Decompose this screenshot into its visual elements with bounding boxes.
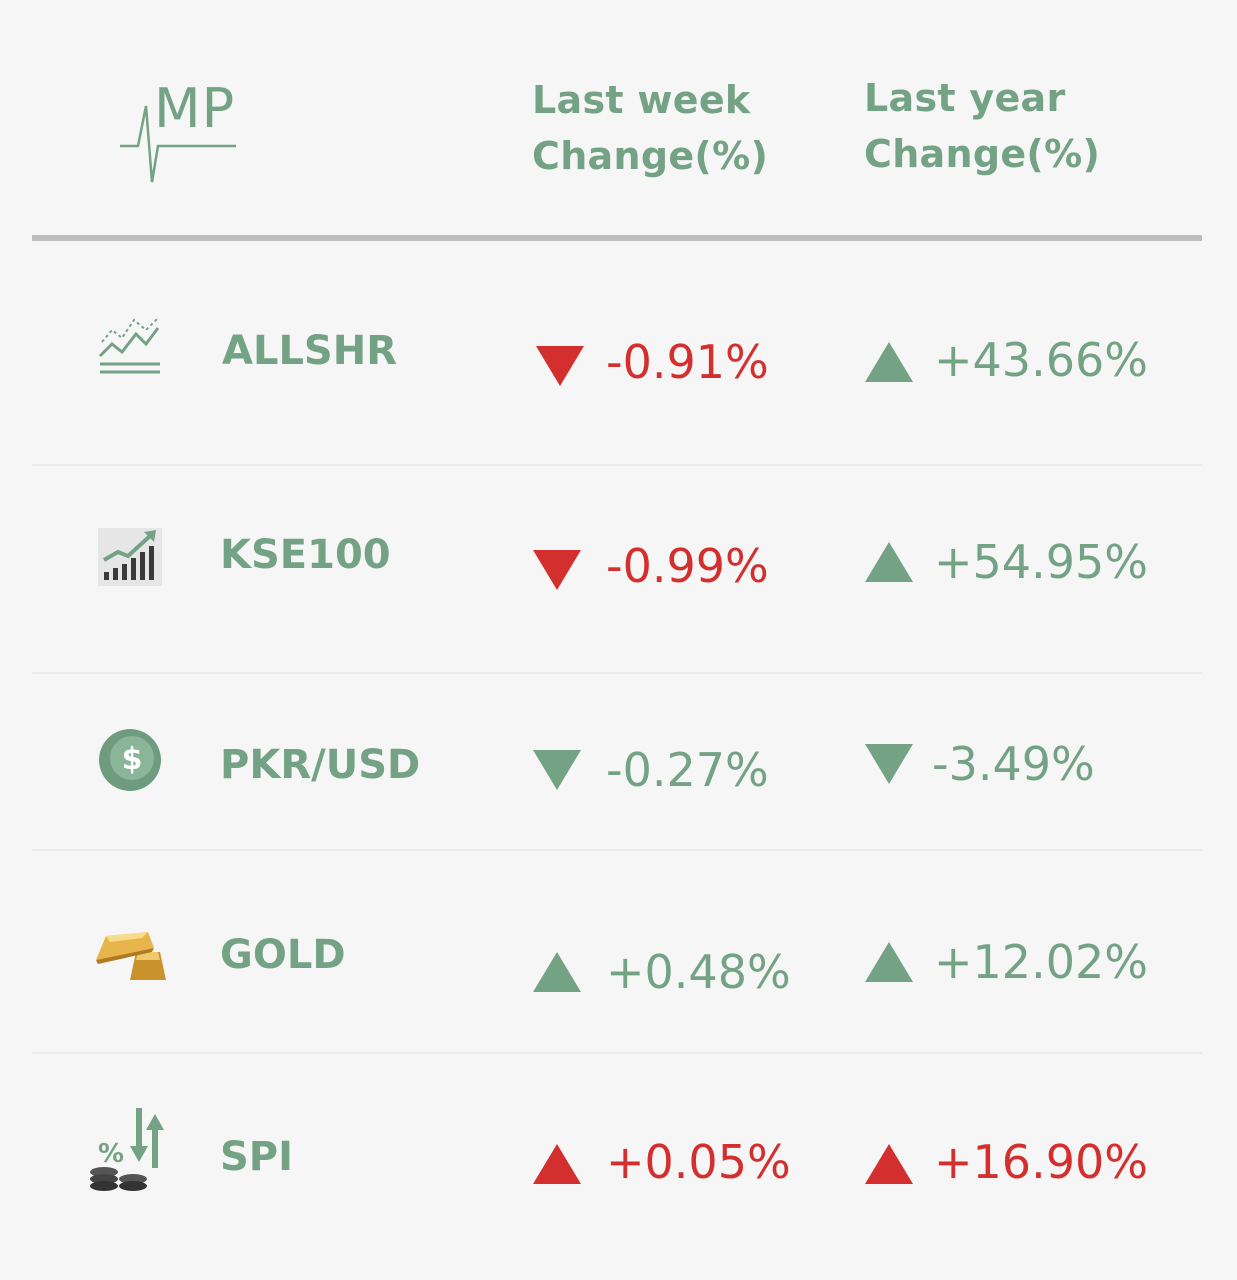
week-arrow-up-icon (533, 952, 581, 992)
table-row-gold: GOLD +0.48% +12.02% (0, 910, 1237, 1030)
year-change-value: +16.90% (934, 1135, 1148, 1189)
header-last-year-line1: Last year (864, 76, 1066, 120)
row-divider (32, 849, 1202, 851)
header-last-week-line2: Change(%) (532, 134, 769, 178)
year-arrow-up-icon (865, 342, 913, 382)
year-arrow-up-icon (865, 1144, 913, 1184)
header-divider (32, 235, 1202, 241)
header-last-year-line2: Change(%) (864, 132, 1101, 176)
week-change-value: +0.48% (606, 945, 791, 999)
week-change-value: +0.05% (606, 1135, 791, 1189)
table-row-kse100: KSE100 -0.99% +54.95% (0, 510, 1237, 630)
week-change-value: -0.91% (606, 335, 769, 389)
header-last-year: Last year Change(%) (864, 70, 1100, 182)
year-change-value: +43.66% (934, 333, 1148, 387)
week-arrow-down-icon (533, 550, 581, 590)
week-change-value: -0.99% (606, 539, 769, 593)
year-arrow-up-icon (865, 942, 913, 982)
row-name: KSE100 (220, 532, 391, 578)
year-change-value: -3.49% (932, 737, 1095, 791)
svg-text:$: $ (122, 742, 143, 777)
year-arrow-up-icon (865, 542, 913, 582)
year-change-value: +54.95% (934, 535, 1148, 589)
table-row-allshr: ALLSHR -0.91% +43.66% (0, 300, 1237, 420)
bar-chart-up-icon (98, 528, 162, 586)
week-arrow-down-icon (533, 750, 581, 790)
week-change-value: -0.27% (606, 743, 769, 797)
dollar-coin-icon: $ (99, 729, 161, 791)
year-arrow-down-icon (865, 744, 913, 784)
row-divider (32, 672, 1202, 674)
header-last-week-line1: Last week (532, 78, 751, 122)
logo-text: MP (154, 77, 236, 140)
week-arrow-down-icon (536, 346, 584, 386)
row-name: ALLSHR (222, 328, 398, 374)
logo-pulse-icon (120, 105, 236, 183)
table-row-spi: % SPI +0.05% +16.90% (0, 1104, 1237, 1224)
table-row-pkr-usd: $ PKR/USD -0.27% -3.49% (0, 712, 1237, 832)
row-divider (32, 464, 1202, 466)
row-name: PKR/USD (220, 742, 421, 788)
line-chart-icon (98, 317, 160, 374)
week-arrow-up-icon (533, 1144, 581, 1184)
row-name: GOLD (220, 932, 346, 978)
row-name: SPI (220, 1134, 294, 1180)
year-change-value: +12.02% (934, 935, 1148, 989)
row-divider (32, 1052, 1202, 1054)
percent-coins-icon: % (90, 1108, 164, 1191)
gold-bars-icon (96, 932, 166, 980)
header-last-week: Last week Change(%) (532, 72, 768, 184)
logo: MP (118, 76, 240, 186)
svg-text:%: % (98, 1139, 124, 1169)
